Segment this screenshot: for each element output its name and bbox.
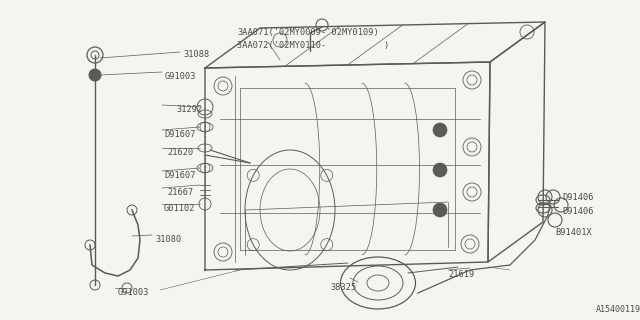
Text: 38325: 38325 bbox=[330, 283, 356, 292]
Text: D91607: D91607 bbox=[164, 171, 195, 180]
Text: D91607: D91607 bbox=[164, 130, 195, 139]
Circle shape bbox=[89, 69, 101, 81]
Circle shape bbox=[433, 123, 447, 137]
Text: 31088: 31088 bbox=[183, 50, 209, 59]
Text: G01102: G01102 bbox=[164, 204, 195, 213]
Text: B91401X: B91401X bbox=[555, 228, 592, 237]
Circle shape bbox=[433, 163, 447, 177]
Text: D91406: D91406 bbox=[562, 193, 593, 202]
Text: 31080: 31080 bbox=[155, 235, 181, 244]
Text: A154001194: A154001194 bbox=[596, 305, 640, 314]
Text: G91003: G91003 bbox=[165, 72, 196, 81]
Text: 31292: 31292 bbox=[176, 105, 202, 114]
Text: 21619: 21619 bbox=[448, 270, 474, 279]
Text: D91406: D91406 bbox=[562, 207, 593, 216]
Circle shape bbox=[433, 203, 447, 217]
Text: 21667: 21667 bbox=[167, 188, 193, 197]
Text: 21620: 21620 bbox=[167, 148, 193, 157]
Text: 3AA071('02MY0009-'02MY0109): 3AA071('02MY0009-'02MY0109) bbox=[237, 28, 379, 37]
Text: 3AA072('02MY0110-           ): 3AA072('02MY0110- ) bbox=[237, 41, 389, 50]
Text: G91003: G91003 bbox=[118, 288, 150, 297]
